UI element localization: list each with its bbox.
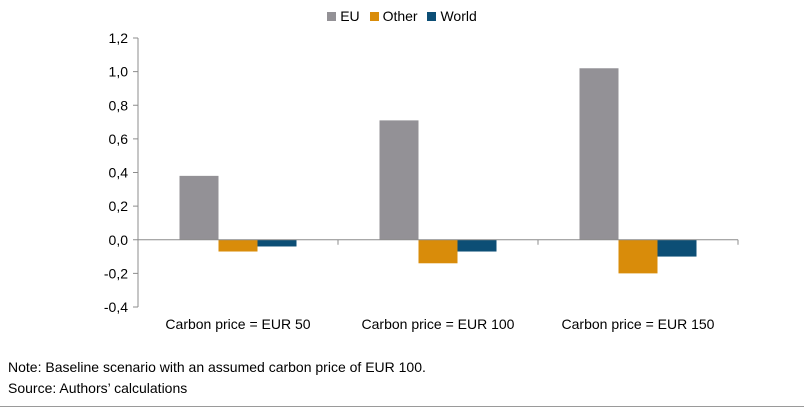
x-category-label: Carbon price = EUR 100 [362, 316, 515, 332]
bar-world-3 [657, 239, 697, 257]
y-tick-label: -0,4 [104, 299, 128, 315]
bar-other-2 [418, 239, 458, 264]
legend-label-world: World [440, 8, 477, 24]
y-tick-label: 0,4 [109, 165, 129, 181]
legend-label-eu: EU [340, 8, 360, 24]
bar-eu-2 [379, 120, 419, 240]
legend-item-world: World [427, 8, 477, 24]
bar-other-1 [218, 239, 258, 252]
bar-eu-1 [179, 175, 219, 240]
footer-divider [0, 406, 804, 407]
y-tick-label: 0,0 [109, 232, 129, 248]
x-category-label: Carbon price = EUR 50 [165, 316, 310, 332]
bar-eu-3 [579, 68, 619, 240]
y-tick-label: -0,2 [104, 265, 128, 281]
y-tick-label: 0,2 [109, 198, 129, 214]
bar-other-3 [618, 239, 658, 274]
y-tick-label: 0,6 [109, 131, 129, 147]
note-text: Note: Baseline scenario with an assumed … [8, 359, 426, 375]
y-tick-label: 0,8 [109, 97, 129, 113]
legend-label-other: Other [382, 8, 418, 24]
legend-swatch-eu [327, 12, 337, 21]
chart-notes: Note: Baseline scenario with an assumed … [8, 357, 426, 399]
y-tick-label: 1,2 [109, 30, 129, 46]
bar-world-2 [457, 239, 497, 252]
bar-world-1 [257, 239, 297, 247]
x-category-label: Carbon price = EUR 150 [562, 316, 715, 332]
legend-swatch-world [427, 12, 437, 21]
legend-item-eu: EU [327, 8, 360, 24]
y-tick-label: 1,0 [109, 64, 129, 80]
source-text: Source: Authors’ calculations [8, 380, 188, 396]
legend: EU Other World [0, 8, 804, 24]
legend-swatch-other [369, 12, 379, 21]
legend-item-other: Other [369, 8, 418, 24]
